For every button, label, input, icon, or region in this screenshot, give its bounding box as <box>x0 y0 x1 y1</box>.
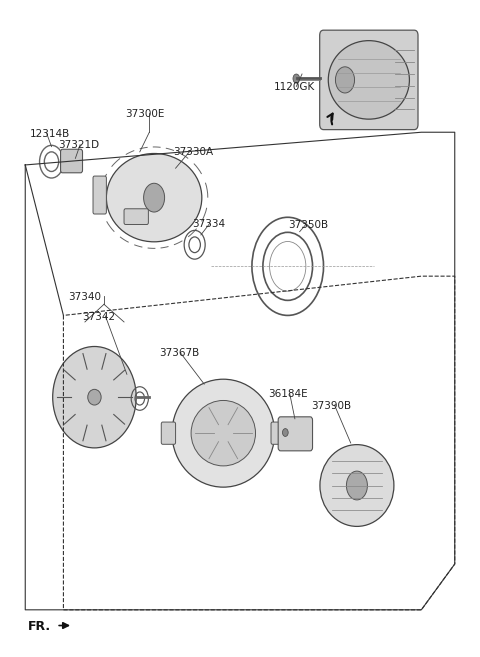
Text: 36184E: 36184E <box>269 389 308 399</box>
Text: 12314B: 12314B <box>30 129 70 139</box>
Ellipse shape <box>88 390 101 405</box>
Ellipse shape <box>191 401 255 466</box>
Circle shape <box>347 471 367 500</box>
Text: 37342: 37342 <box>83 311 116 322</box>
Text: 37340: 37340 <box>68 292 101 302</box>
Text: 37367B: 37367B <box>159 348 199 358</box>
FancyBboxPatch shape <box>271 422 285 444</box>
FancyBboxPatch shape <box>60 149 83 173</box>
Ellipse shape <box>328 41 409 119</box>
Text: 37390B: 37390B <box>312 401 352 411</box>
FancyBboxPatch shape <box>161 422 176 444</box>
Text: 37350B: 37350B <box>288 220 328 230</box>
Ellipse shape <box>172 379 275 487</box>
Circle shape <box>144 183 165 212</box>
FancyBboxPatch shape <box>124 209 148 225</box>
Text: 37330A: 37330A <box>173 147 213 157</box>
Text: 37321D: 37321D <box>59 141 100 150</box>
Ellipse shape <box>320 445 394 526</box>
Text: FR.: FR. <box>28 620 51 633</box>
Text: 37334: 37334 <box>192 219 226 229</box>
Text: 1120GK: 1120GK <box>274 82 315 92</box>
Circle shape <box>282 428 288 436</box>
Text: 37300E: 37300E <box>125 109 165 119</box>
Ellipse shape <box>53 346 136 448</box>
Circle shape <box>293 74 300 83</box>
FancyBboxPatch shape <box>93 176 107 214</box>
FancyBboxPatch shape <box>320 30 418 129</box>
Ellipse shape <box>107 154 202 242</box>
Circle shape <box>336 67 355 93</box>
FancyBboxPatch shape <box>278 417 312 451</box>
